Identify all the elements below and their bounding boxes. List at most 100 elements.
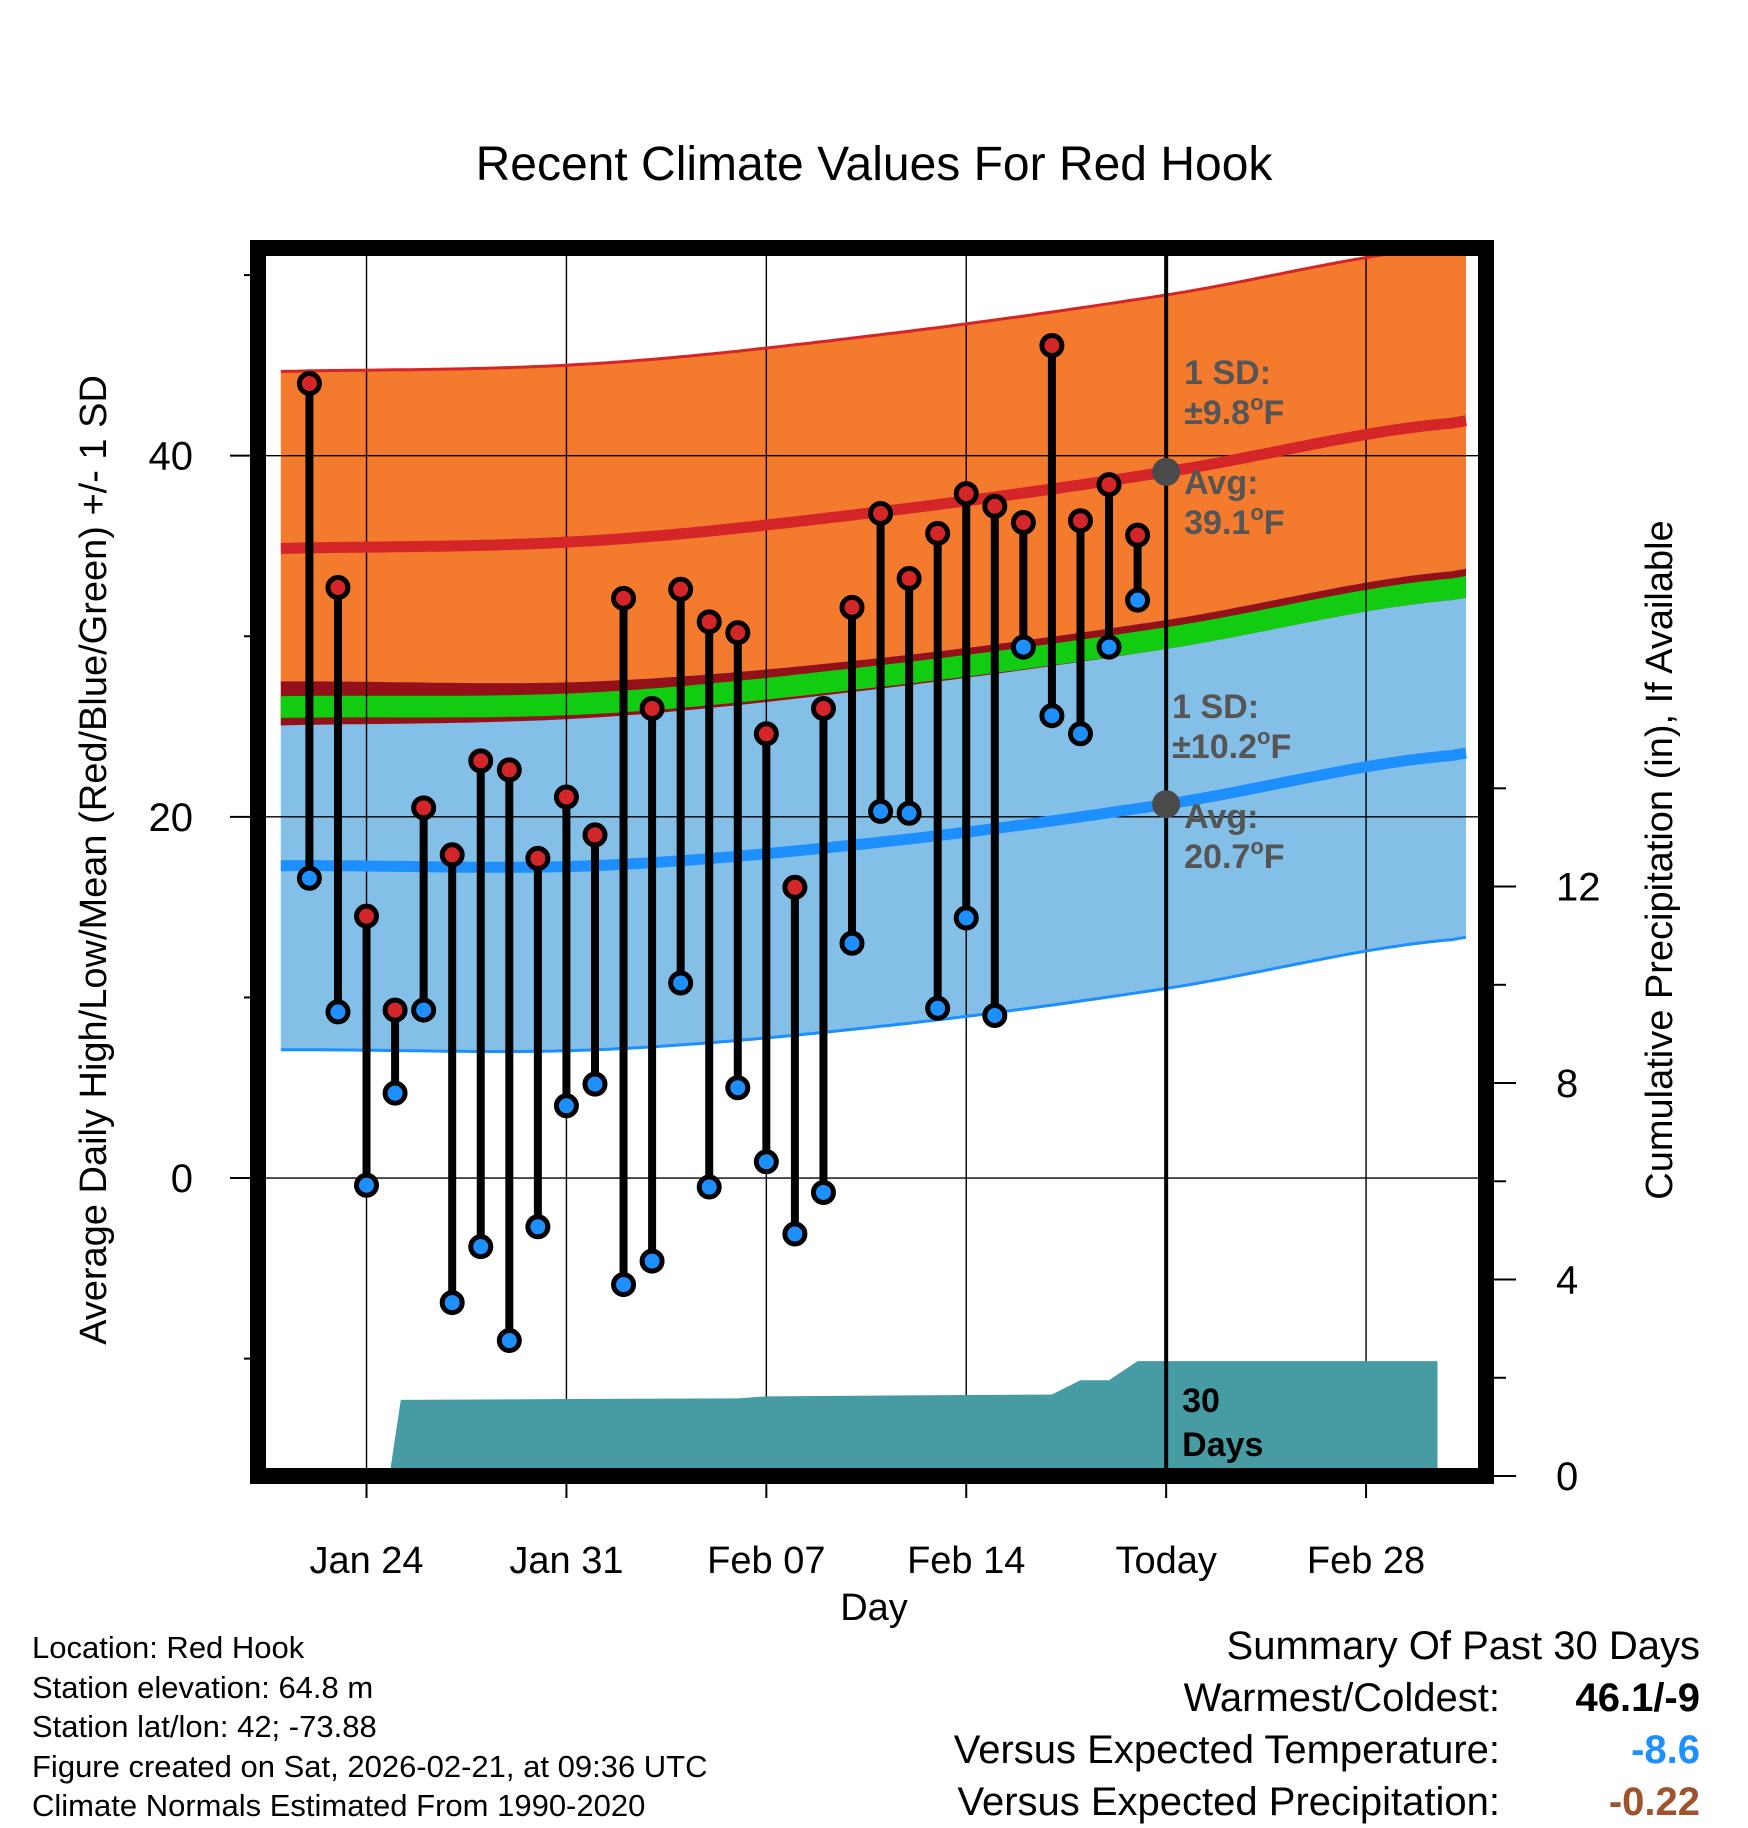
daily-high-point	[354, 903, 380, 929]
overlap-band	[280, 568, 1466, 726]
mean-band	[280, 576, 1466, 718]
low-avg-label-title: Avg:	[1184, 798, 1258, 836]
daily-low-point	[725, 1075, 751, 1101]
high-sd-label-title: 1 SD:	[1184, 354, 1271, 392]
high-avg-label-unit-o: o	[1250, 500, 1263, 525]
low-avg-label-unit-f: F	[1264, 838, 1285, 876]
daily-high-point	[439, 842, 465, 868]
daily-low-point	[411, 997, 437, 1023]
daily-low-point	[782, 1221, 808, 1247]
high-sd-upper-line	[280, 248, 1449, 373]
high-sd-label-unit-o: o	[1250, 390, 1263, 415]
daily-high-point	[1096, 472, 1122, 498]
daily-low-point	[553, 1093, 579, 1119]
daily-low-point	[696, 1174, 722, 1200]
low-avg-label-unit-o: o	[1250, 834, 1263, 859]
daily-high-point	[668, 576, 694, 602]
summary-temp-value: -8.6	[1631, 1728, 1700, 1772]
precip-area	[389, 1361, 1438, 1476]
high-avg-label-value: 39.1oF	[1184, 500, 1284, 542]
summary-warmest-row: Warmest/Coldest: 46.1/-9	[954, 1672, 1700, 1724]
summary-panel: Summary Of Past 30 Days Warmest/Coldest:…	[954, 1620, 1700, 1828]
daily-low-point	[296, 865, 322, 891]
window-days-label: Days	[1182, 1426, 1263, 1464]
daily-low-point	[1125, 587, 1151, 613]
daily-low-point	[1096, 634, 1122, 660]
daily-high-point	[696, 609, 722, 635]
daily-high-point	[582, 822, 608, 848]
daily-high-point	[1039, 333, 1065, 359]
summary-temp-row: Versus Expected Temperature: -8.6	[954, 1724, 1700, 1776]
summary-precip-label: Versus Expected Precipitation:	[957, 1780, 1500, 1824]
y-tick-label: 20	[149, 796, 194, 840]
daily-low-point	[611, 1272, 637, 1298]
x-tick-label: Jan 31	[509, 1540, 623, 1582]
low-avg-label-value: 20.7oF	[1184, 834, 1284, 876]
summary-precip-value: -0.22	[1608, 1780, 1700, 1824]
daily-high-point	[382, 997, 408, 1023]
daily-high-point	[468, 748, 494, 774]
y-tick-label: 40	[149, 435, 194, 479]
info-elevation: Station elevation: 64.8 m	[32, 1669, 374, 1705]
daily-low-point	[382, 1080, 408, 1106]
y2-tick-label: 8	[1556, 1062, 1578, 1106]
daily-high-point	[411, 795, 437, 821]
daily-low-point	[354, 1172, 380, 1198]
daily-high-point	[925, 520, 951, 546]
daily-low-point	[1067, 721, 1093, 747]
x-tick-label: Jan 24	[309, 1540, 423, 1582]
high-avg-label-number: 39.1	[1184, 504, 1250, 542]
daily-low-point	[1039, 703, 1065, 729]
summary-warmest-label: Warmest/Coldest:	[1183, 1676, 1500, 1720]
daily-high-point	[325, 575, 351, 601]
low-sd-label-title: 1 SD:	[1172, 688, 1259, 726]
summary-title: Summary Of Past 30 Days	[1226, 1624, 1700, 1668]
daily-low-point	[582, 1071, 608, 1097]
summary-temp-label: Versus Expected Temperature:	[953, 1728, 1500, 1772]
daily-low-point	[810, 1179, 836, 1205]
x-tick-label: Feb 14	[907, 1540, 1025, 1582]
x-tick-label: Feb 28	[1307, 1540, 1425, 1582]
x-axis-label: Day	[840, 1587, 908, 1629]
y2-tick-label: 4	[1556, 1259, 1578, 1303]
daily-high-point	[496, 757, 522, 783]
daily-high-point	[753, 721, 779, 747]
daily-low-point	[325, 999, 351, 1025]
daily-high-point	[953, 481, 979, 507]
daily-low-point	[1010, 634, 1036, 660]
info-normals: Climate Normals Estimated From 1990-2020	[32, 1788, 646, 1823]
summary-precip-row: Versus Expected Precipitation: -0.22	[954, 1776, 1700, 1828]
daily-high-point	[1067, 508, 1093, 534]
info-latlon: Station lat/lon: 42; -73.88	[32, 1709, 377, 1744]
daily-high-point	[839, 594, 865, 620]
y2-tick-label: 0	[1556, 1455, 1578, 1499]
low-sd-label-value: ±10.2oF	[1172, 724, 1291, 766]
daily-low-point	[896, 800, 922, 826]
daily-low-point	[868, 798, 894, 824]
daily-high-point	[553, 784, 579, 810]
x-tick-label: Today	[1115, 1540, 1216, 1582]
info-created: Figure created on Sat, 2026-02-21, at 09…	[32, 1748, 708, 1784]
chart-title: Recent Climate Values For Red Hook	[476, 138, 1274, 191]
daily-low-point	[753, 1149, 779, 1175]
daily-low-point	[439, 1290, 465, 1316]
low-sd-label-number: ±10.2	[1172, 728, 1257, 766]
low-sd-label-unit-f: F	[1270, 728, 1291, 766]
daily-low-point	[496, 1328, 522, 1354]
low-sd-label-unit-o: o	[1257, 724, 1270, 749]
daily-high-point	[982, 493, 1008, 519]
daily-high-point	[868, 500, 894, 526]
daily-low-point	[639, 1248, 665, 1274]
y-axis-label: Average Daily High/Low/Mean (Red/Blue/Gr…	[73, 375, 115, 1345]
daily-low-point	[525, 1214, 551, 1240]
window-days-number: 30	[1182, 1382, 1220, 1420]
y2-axis-label: Cumulative Precipitation (in), If Availa…	[1639, 520, 1681, 1199]
daily-high-point	[725, 620, 751, 646]
high-sd-label-unit-f: F	[1264, 394, 1285, 432]
daily-high-point	[782, 874, 808, 900]
plot-frame	[250, 240, 1494, 1484]
daily-low-point	[668, 970, 694, 996]
daily-low-point	[925, 995, 951, 1021]
high-sd-label-value: ±9.8oF	[1184, 390, 1284, 432]
